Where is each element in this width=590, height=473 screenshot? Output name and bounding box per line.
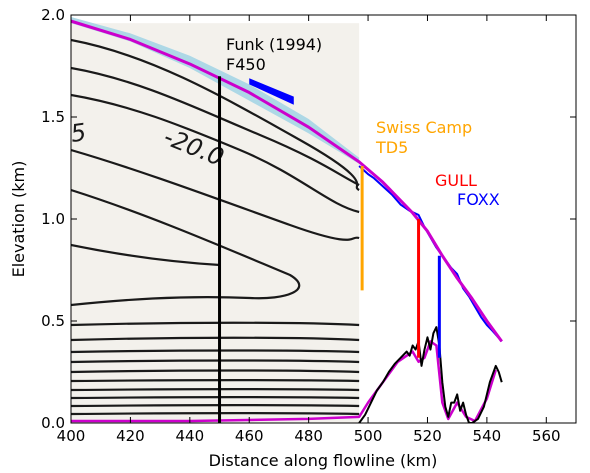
- y-tick-label: 0.5: [41, 312, 65, 330]
- y-tick-label: 1.0: [41, 210, 65, 228]
- marker-layer: [218, 76, 441, 423]
- y-tick-label: 2.0: [41, 6, 65, 24]
- contour-line: [71, 66, 360, 186]
- contour-line: [71, 93, 360, 214]
- contour-line: [71, 379, 360, 383]
- contour-line: [71, 349, 360, 354]
- contour-line: [71, 148, 360, 241]
- series-model-surface: [71, 19, 503, 343]
- contour-line: [71, 188, 301, 307]
- marker-label-1: Swiss Camp: [376, 118, 472, 137]
- contour-label-5: 5: [69, 118, 88, 148]
- x-tick-label: 520: [413, 427, 442, 445]
- marker-label-3: FOXX: [457, 190, 500, 209]
- contour-line: [71, 404, 360, 408]
- marker-label-2: GULL: [435, 171, 477, 190]
- y-axis-ticks: 0.0 0.5 1.0 1.5 2.0: [41, 6, 576, 432]
- marker-label-0: Funk (1994): [226, 35, 322, 54]
- contour-line: [71, 412, 360, 416]
- contour-line: [71, 396, 360, 400]
- contour-lines: [71, 38, 360, 416]
- contour-line: [71, 336, 360, 342]
- series-bed-observed: [358, 326, 503, 423]
- contour-line: [71, 243, 221, 267]
- marker-sublabel-0: F450: [226, 55, 266, 74]
- surface-band: [71, 17, 360, 164]
- y-tick-label: 0.0: [41, 414, 65, 432]
- contour-inset-image: 5 -20.0: [69, 23, 360, 423]
- x-axis-label: Distance along flowline (km): [209, 451, 438, 470]
- x-tick-label: 540: [473, 427, 502, 445]
- contour-line: [71, 321, 360, 327]
- contour-line: [71, 369, 360, 374]
- series-layer: [71, 19, 503, 423]
- x-tick-label: 400: [57, 427, 86, 445]
- x-tick-label: 420: [116, 427, 145, 445]
- x-tick-label: 560: [532, 427, 561, 445]
- x-tick-label: 440: [176, 427, 205, 445]
- inset-background: [71, 23, 360, 423]
- contour-line: [71, 359, 360, 364]
- x-axis-ticks: 400 420 440 460 480 500 520 540 560: [57, 15, 561, 445]
- y-axis-label: Elevation (km): [9, 161, 28, 278]
- contour-line: [71, 388, 360, 392]
- x-tick-label: 460: [235, 427, 264, 445]
- y-tick-label: 1.5: [41, 108, 65, 126]
- x-tick-label: 480: [294, 427, 323, 445]
- x-tick-label: 500: [354, 427, 383, 445]
- highlight-block: [249, 78, 294, 105]
- marker-sublabel-1: TD5: [375, 138, 408, 157]
